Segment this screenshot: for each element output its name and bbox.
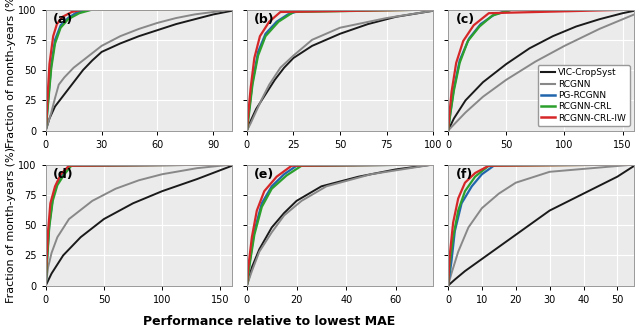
Text: Performance relative to lowest MAE: Performance relative to lowest MAE (143, 315, 395, 328)
Text: (f): (f) (456, 168, 473, 181)
Text: (b): (b) (254, 13, 275, 26)
Y-axis label: Fraction of month-years (%): Fraction of month-years (%) (6, 0, 15, 148)
Y-axis label: Fraction of month-years (%): Fraction of month-years (%) (6, 147, 15, 303)
Text: (d): (d) (53, 168, 74, 181)
Text: (a): (a) (53, 13, 74, 26)
Text: (c): (c) (456, 13, 475, 26)
Legend: VIC-CropSyst, RCGNN, PG-RCGNN, RCGNN-CRL, RCGNN-CRL-IW: VIC-CropSyst, RCGNN, PG-RCGNN, RCGNN-CRL… (538, 65, 630, 126)
Text: (e): (e) (254, 168, 275, 181)
